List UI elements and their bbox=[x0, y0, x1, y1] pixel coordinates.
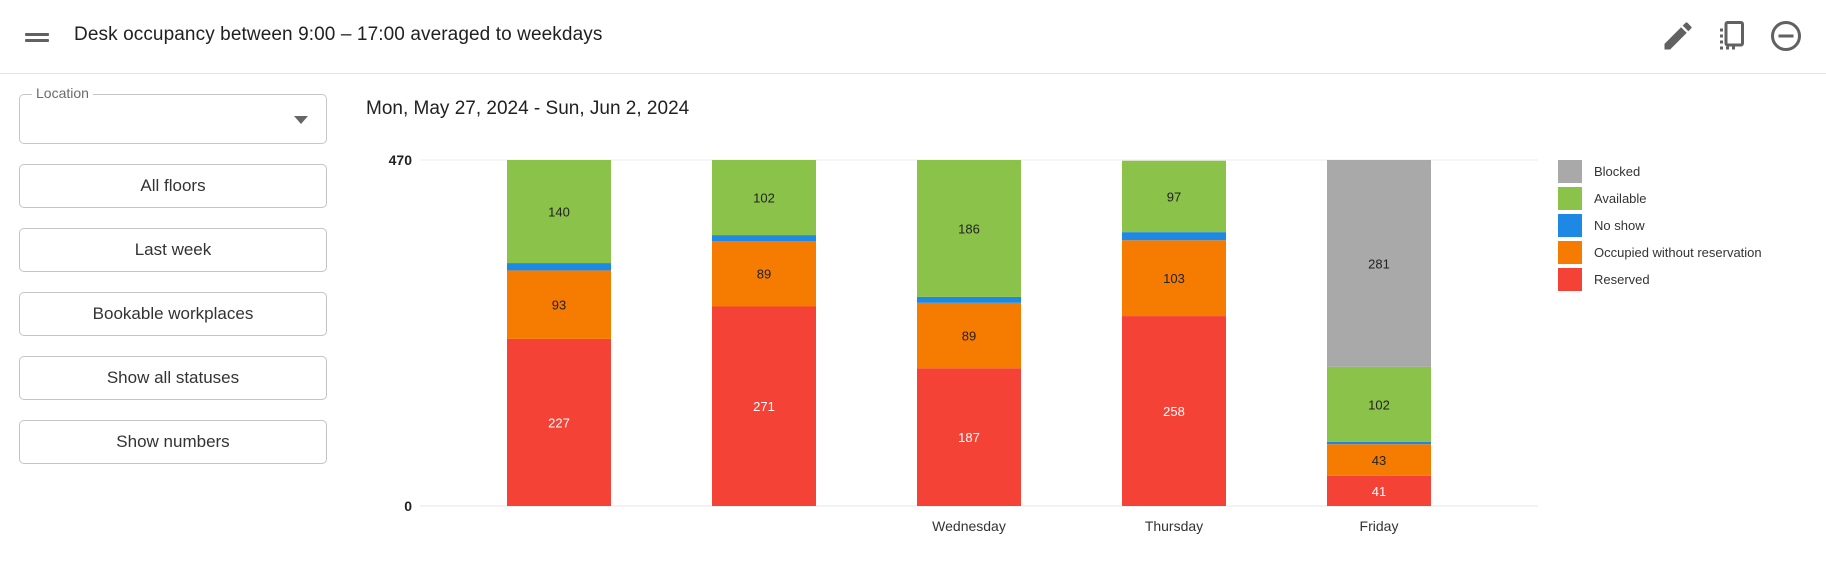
data-label: 97 bbox=[1167, 189, 1181, 204]
bar-segment bbox=[507, 338, 611, 506]
bar-segment bbox=[917, 368, 1021, 506]
data-label: 89 bbox=[962, 329, 976, 344]
bar-segment bbox=[1122, 240, 1226, 317]
bar-segment bbox=[1327, 441, 1431, 445]
legend-label: Reserved bbox=[1594, 272, 1650, 287]
all-floors-button[interactable]: All floors bbox=[19, 164, 327, 208]
legend-label: Available bbox=[1594, 191, 1647, 206]
data-label: 43 bbox=[1372, 453, 1386, 468]
show-all-statuses-button[interactable]: Show all statuses bbox=[19, 356, 327, 400]
data-label: 187 bbox=[958, 430, 980, 445]
bar-segment bbox=[917, 296, 1021, 303]
last-week-button[interactable]: Last week bbox=[19, 228, 327, 272]
bar-segment bbox=[712, 160, 816, 236]
widget-title: Desk occupancy between 9:00 – 17:00 aver… bbox=[74, 24, 603, 45]
data-label: 258 bbox=[1163, 404, 1185, 419]
remove-icon[interactable] bbox=[1768, 18, 1804, 54]
data-label: 271 bbox=[753, 399, 775, 414]
edit-icon[interactable] bbox=[1660, 18, 1696, 54]
y-tick-label: 0 bbox=[404, 498, 412, 514]
data-label: 89 bbox=[757, 267, 771, 282]
legend-swatch bbox=[1558, 160, 1582, 183]
menu-icon[interactable] bbox=[22, 24, 52, 50]
data-label: 227 bbox=[548, 415, 570, 430]
x-tick-label: Friday bbox=[1360, 518, 1399, 534]
bar-segment bbox=[507, 263, 611, 271]
bar-segment bbox=[507, 270, 611, 339]
bar-segment bbox=[507, 160, 611, 264]
data-label: 41 bbox=[1372, 484, 1386, 499]
data-label: 140 bbox=[548, 205, 570, 220]
show-numbers-button[interactable]: Show numbers bbox=[19, 420, 327, 464]
location-select[interactable]: Location bbox=[19, 85, 327, 144]
date-range: Mon, May 27, 2024 - Sun, Jun 2, 2024 bbox=[366, 98, 690, 119]
bookable-workplaces-button[interactable]: Bookable workplaces bbox=[19, 292, 327, 336]
data-label: 93 bbox=[552, 298, 566, 313]
bar-segment bbox=[1327, 444, 1431, 476]
x-tick-label: Wednesday bbox=[932, 518, 1006, 534]
legend-swatch bbox=[1558, 187, 1582, 210]
legend-label: Occupied without reservation bbox=[1594, 245, 1762, 260]
data-label: 281 bbox=[1368, 256, 1390, 271]
chevron-down-icon bbox=[294, 116, 308, 124]
bar-segment bbox=[1327, 366, 1431, 442]
bar-segment bbox=[712, 235, 816, 241]
data-label: 102 bbox=[1368, 397, 1390, 412]
legend-swatch bbox=[1558, 214, 1582, 237]
legend-label: Blocked bbox=[1594, 164, 1640, 179]
bar-segment bbox=[1122, 160, 1226, 233]
bar-segment bbox=[917, 302, 1021, 369]
legend-label: No show bbox=[1594, 218, 1645, 233]
y-tick-label: 470 bbox=[389, 152, 413, 168]
bar-segment bbox=[1327, 475, 1431, 506]
bar-segment bbox=[712, 306, 816, 506]
bar-segment bbox=[1327, 160, 1431, 367]
bar-segment bbox=[1122, 232, 1226, 241]
x-tick-label: Thursday bbox=[1145, 518, 1203, 534]
data-label: 102 bbox=[753, 191, 775, 206]
data-label: 103 bbox=[1163, 271, 1185, 286]
widget-header: Desk occupancy between 9:00 – 17:00 aver… bbox=[0, 0, 1826, 74]
location-label: Location bbox=[32, 85, 93, 101]
data-label: 186 bbox=[958, 221, 980, 236]
copy-icon[interactable] bbox=[1714, 18, 1750, 54]
bar-segment bbox=[712, 240, 816, 307]
legend-swatch bbox=[1558, 268, 1582, 291]
bar-segment bbox=[917, 160, 1021, 297]
legend-swatch bbox=[1558, 241, 1582, 264]
bar-segment bbox=[1122, 316, 1226, 506]
